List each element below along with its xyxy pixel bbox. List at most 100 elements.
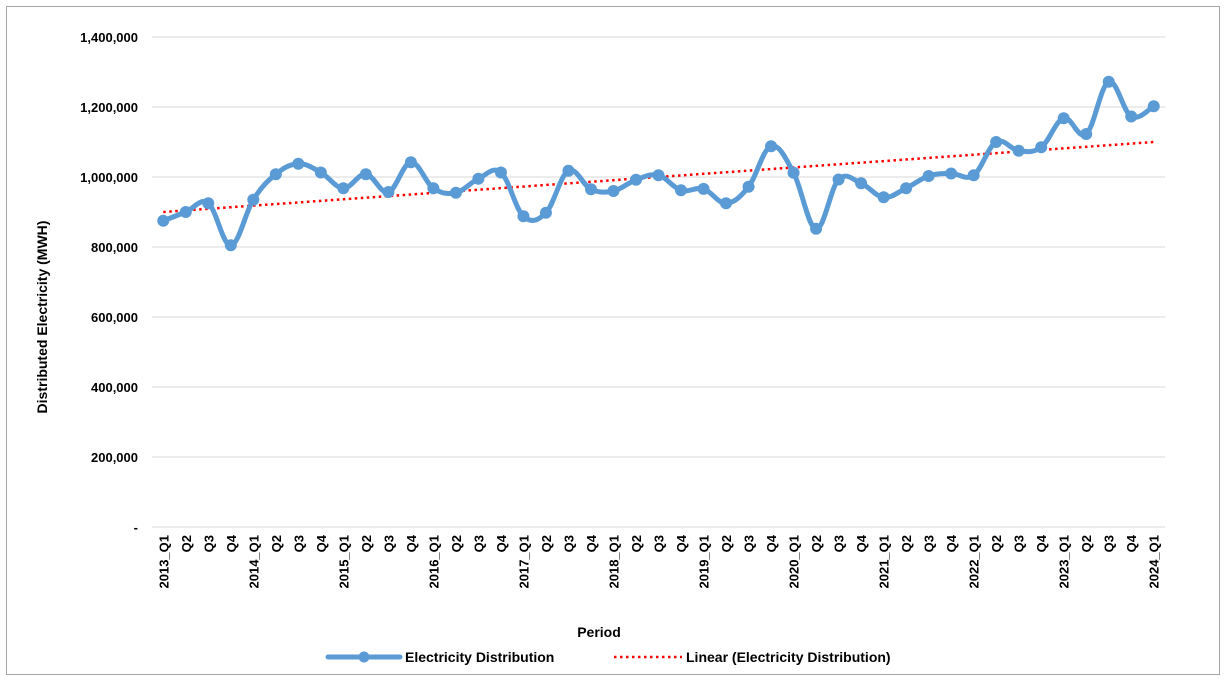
x-tick-label: Q3 <box>832 535 847 552</box>
y-tick-label: 1,400,000 <box>80 30 138 45</box>
x-tick-label: Q4 <box>404 534 419 552</box>
data-point <box>629 173 642 186</box>
data-point <box>832 173 845 186</box>
x-tick-label: Q4 <box>584 534 599 552</box>
data-point <box>1057 112 1070 125</box>
x-tick-label: Q4 <box>944 534 959 552</box>
x-tick-label: Q2 <box>269 535 284 552</box>
x-tick-label: Q2 <box>449 535 464 552</box>
data-point <box>494 166 507 179</box>
x-tick-label: Q2 <box>359 535 374 552</box>
y-axis-ticks: - 200,000 400,000 600,000 800,000 1,000,000 1,… <box>80 30 138 535</box>
data-point <box>292 157 305 170</box>
x-tick-label: Q3 <box>291 535 306 552</box>
y-tick-label: 1,000,000 <box>80 170 138 185</box>
data-point <box>900 182 913 195</box>
x-tick-label: 2014_Q1 <box>246 535 261 589</box>
x-tick-label: Q4 <box>1034 534 1049 552</box>
data-point <box>787 166 800 179</box>
x-tick-label: 2016_Q1 <box>426 535 441 589</box>
x-tick-label: 2023_Q1 <box>1057 535 1072 589</box>
data-point <box>472 172 485 185</box>
data-point <box>607 185 620 197</box>
data-point <box>877 191 890 204</box>
data-point <box>922 169 935 182</box>
gridlines <box>152 36 1165 458</box>
data-point <box>1102 75 1115 88</box>
data-point <box>697 182 710 195</box>
data-point <box>517 210 530 223</box>
x-tick-label: Q4 <box>764 534 779 552</box>
data-point <box>404 156 417 169</box>
x-tick-label: 2013_Q1 <box>156 535 171 589</box>
data-point <box>247 193 260 206</box>
x-tick-label: Q2 <box>899 535 914 552</box>
x-tick-label: Q3 <box>201 535 216 552</box>
y-tick-label: 600,000 <box>91 310 138 325</box>
data-point <box>1035 141 1048 154</box>
data-point <box>720 197 733 210</box>
y-tick-label: 400,000 <box>91 380 138 395</box>
data-point <box>427 182 440 195</box>
x-tick-label: Q3 <box>471 535 486 552</box>
data-point <box>1080 127 1093 140</box>
legend-label-series: Electricity Distribution <box>405 649 554 665</box>
x-tick-label: Q4 <box>1124 534 1139 552</box>
x-tick-label: 2018_Q1 <box>606 535 621 589</box>
data-point <box>562 164 575 177</box>
x-tick-label: Q2 <box>1079 535 1094 552</box>
x-tick-label: 2017_Q1 <box>516 535 531 589</box>
x-tick-label: Q3 <box>1102 535 1117 552</box>
data-point <box>1147 100 1160 113</box>
data-point <box>359 168 372 181</box>
x-tick-label: Q2 <box>539 535 554 552</box>
data-point <box>202 197 215 210</box>
data-point <box>990 136 1003 148</box>
data-point <box>224 239 237 252</box>
x-tick-label: Q4 <box>494 534 509 552</box>
legend: Electricity Distribution Linear (Electri… <box>325 649 891 665</box>
x-tick-label: 2019_Q1 <box>697 535 712 589</box>
x-tick-label: Q2 <box>719 535 734 552</box>
y-tick-label: 200,000 <box>91 450 138 465</box>
legend-marker-series <box>358 651 370 663</box>
x-tick-label: Q3 <box>561 535 576 552</box>
x-tick-label: 2022_Q1 <box>967 535 982 589</box>
data-point <box>967 169 980 182</box>
x-tick-label: Q2 <box>809 535 824 552</box>
data-point <box>945 167 958 180</box>
x-tick-label: Q3 <box>381 535 396 552</box>
data-point <box>855 177 868 190</box>
x-axis-title: Period <box>577 624 621 640</box>
x-tick-label: 2024_Q1 <box>1147 535 1162 589</box>
y-axis-title: Distributed Electricity (MWH) <box>34 221 50 414</box>
y-tick-label: - <box>134 520 138 535</box>
x-tick-label: Q3 <box>652 535 667 552</box>
x-tick-label: 2021_Q1 <box>877 535 892 589</box>
data-point <box>765 140 778 153</box>
chart-frame <box>6 6 1220 675</box>
data-point <box>810 222 823 235</box>
data-point <box>337 182 350 195</box>
y-tick-label: 800,000 <box>91 240 138 255</box>
x-tick-label: Q2 <box>989 535 1004 552</box>
y-tick-label: 1,200,000 <box>80 100 138 115</box>
data-point <box>1012 144 1025 157</box>
data-point <box>314 166 327 179</box>
data-point <box>584 183 597 196</box>
data-point <box>1125 110 1138 123</box>
x-axis-ticks: 2013_Q1 Q2 Q3 Q4 2014_Q1 Q2 Q3 Q4 2015_Q1 Q2 Q3 Q4 2… <box>156 534 1161 588</box>
x-tick-label: Q4 <box>224 534 239 552</box>
data-point <box>269 168 282 181</box>
data-point <box>179 206 192 218</box>
x-tick-label: Q4 <box>314 534 329 552</box>
data-point <box>157 214 170 227</box>
x-tick-label: Q3 <box>742 535 757 552</box>
data-point <box>742 180 755 193</box>
x-tick-label: 2015_Q1 <box>336 535 351 589</box>
x-tick-label: Q4 <box>674 534 689 552</box>
x-tick-label: 2020_Q1 <box>787 535 802 589</box>
x-tick-label: Q2 <box>629 535 644 552</box>
x-tick-label: Q3 <box>1012 535 1027 552</box>
